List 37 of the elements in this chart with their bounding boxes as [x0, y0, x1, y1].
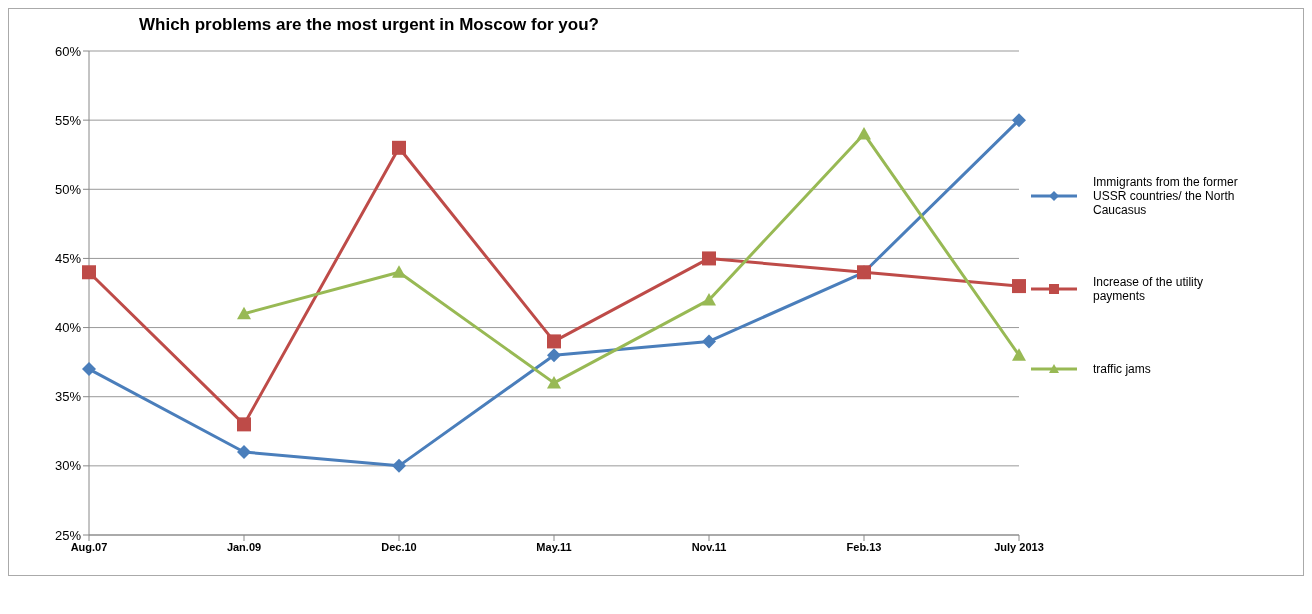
point [702, 334, 716, 349]
x-tick-label: Jan.09 [226, 540, 262, 553]
chart-title: Which problems are the most urgent in Moscow for you? [138, 14, 600, 35]
y-tick-label: 35% [54, 389, 82, 405]
point [237, 306, 251, 320]
point [82, 265, 96, 280]
point [857, 126, 871, 140]
point [1012, 348, 1026, 361]
x-tick-label: Aug.07 [70, 540, 108, 553]
point [547, 334, 561, 349]
y-tick-label: 55% [54, 112, 82, 128]
y-tick-label: 60% [54, 43, 82, 59]
point [702, 292, 716, 306]
x-tick-label: May.11 [536, 540, 572, 553]
point [237, 417, 251, 432]
point [702, 251, 716, 266]
point [392, 265, 406, 278]
legend-label: traffic jams [1093, 362, 1152, 376]
y-tick-label: 50% [54, 181, 82, 197]
x-tick-label: Dec.10 [381, 540, 417, 553]
y-tick-label: 40% [54, 320, 82, 336]
x-tick-label: Feb.13 [846, 540, 882, 553]
point [82, 362, 96, 377]
point [547, 348, 561, 363]
x-tick-label: July 2013 [994, 540, 1044, 553]
y-tick-label: 45% [54, 251, 82, 267]
point [1012, 113, 1026, 128]
y-tick-label: 30% [54, 458, 82, 474]
x-tick-label: Nov.11 [691, 540, 727, 553]
legend-label: Immigrants from the former USSR countries/ the North Caucasus [1093, 175, 1239, 217]
point [237, 445, 251, 460]
point [392, 458, 406, 473]
point [1012, 279, 1026, 294]
legend-label: Increase of the utility payments [1093, 275, 1205, 303]
point [547, 375, 561, 389]
point [392, 140, 406, 155]
y-tick-label: 25% [54, 527, 82, 543]
